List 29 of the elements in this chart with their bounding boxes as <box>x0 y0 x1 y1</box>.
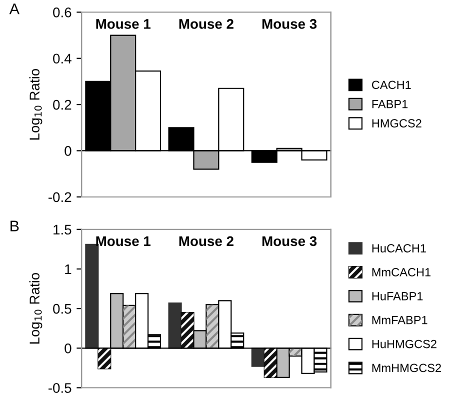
y-tick-label: 1 <box>65 264 72 274</box>
legend-label: MmHMGCS2 <box>372 364 441 372</box>
legend-label: HMGCS2 <box>372 119 422 128</box>
legend-label: HuCACH1 <box>372 244 426 252</box>
y-tick-label: 0.5 <box>53 304 72 314</box>
y-tick-label: 1.5 <box>54 224 72 235</box>
y-tick-label: 0.6 <box>53 8 72 18</box>
x-tick-label: Mouse 3 <box>262 19 317 29</box>
x-tick-label: Mouse 3 <box>262 236 317 246</box>
y-tick-label: 0.4 <box>53 54 72 64</box>
text: B <box>10 220 19 232</box>
y-tick-label: 0 <box>64 146 72 156</box>
text: A <box>9 4 20 14</box>
legend-label: HuHMGCS2 <box>372 340 436 348</box>
y-tick-label: -0.2 <box>48 192 72 202</box>
x-tick-label: Mouse 1 <box>96 236 150 246</box>
y-tick-label: 0 <box>64 343 72 354</box>
y-axis-title: Log$_{10}$ Ratio <box>29 272 42 344</box>
legend-label: FABP1 <box>372 100 408 108</box>
x-tick-label: Mouse 2 <box>179 19 234 29</box>
x-tick-label: Mouse 1 <box>96 19 150 29</box>
x-tick-label: Mouse 2 <box>179 236 234 246</box>
y-tick-label: 0.2 <box>53 100 72 110</box>
legend-label: CACH1 <box>372 80 411 90</box>
legend-label: MmFABP1 <box>372 316 428 324</box>
legend-label: MmCACH1 <box>372 268 431 276</box>
legend-label: HuFABP1 <box>372 292 423 300</box>
y-axis-title: Log$_{10}$ Ratio <box>29 68 42 140</box>
y-tick-label: -0.5 <box>48 383 72 393</box>
